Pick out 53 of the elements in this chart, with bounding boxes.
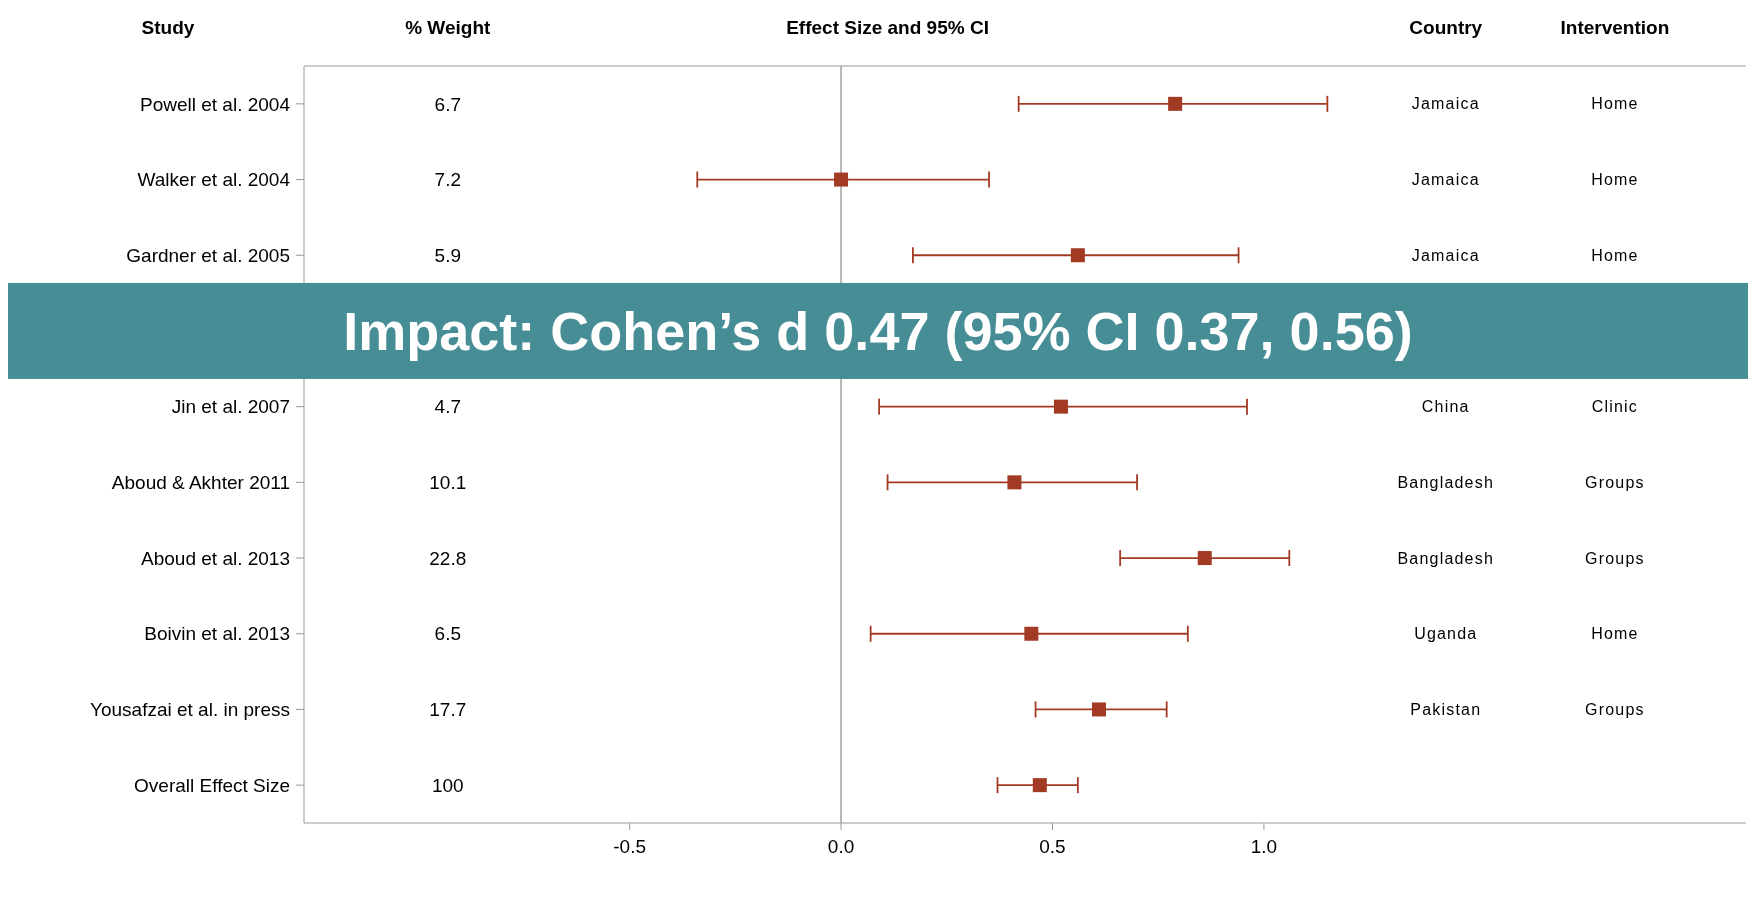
annotation: 6.7 [434,93,461,115]
annotation: 17.7 [429,699,467,721]
point [1070,248,1085,263]
text: % Weight [405,17,492,38]
annotation: Groups [1585,549,1645,567]
annotation: Jamaica [1411,171,1480,189]
y-tick-label: Overall Effect Size [134,774,290,796]
y-tick-label: Aboud et al. 2013 [141,547,290,569]
annotation: Jamaica [1411,246,1480,264]
annotation: Groups [1585,473,1645,491]
annotation: Home [1591,95,1639,113]
point [1007,475,1022,490]
y-tick-label: Jin et al. 2007 [171,396,290,418]
point [834,172,849,187]
annotation: Groups [1585,701,1645,719]
x-tick-label: 0.5 [1039,836,1066,857]
y-tick-label: Walker et al. 2004 [137,169,291,191]
x-tick-label: -0.5 [613,836,646,857]
text: Country [1409,17,1483,38]
y-tick-label: Yousafzai et al. in press [90,699,290,721]
annotation: 100 [431,774,464,796]
x-tick-label: 0.0 [827,836,855,857]
annotation: Bangladesh [1397,549,1495,567]
y-tick-label: Aboud & Akhter 2011 [111,472,290,493]
y-tick-label: Boivin et al. 2013 [144,623,290,645]
point [1053,399,1068,414]
annotation: 4.7 [434,396,461,418]
annotation: 22.8 [429,547,467,569]
annotation: 6.5 [434,623,461,645]
annotation: Jamaica [1411,95,1480,113]
point [1092,702,1106,717]
y-tick-label: Powell et al. 2004 [140,93,291,115]
annotation: 5.9 [434,244,461,266]
annotation: 10.1 [429,472,467,493]
annotation: Home [1591,625,1639,643]
annotation: Impact: Cohen’s d 0.47 (95% CI 0.37, 0.56) [343,301,1413,362]
point [1197,551,1212,566]
point [1168,96,1183,111]
annotation: Home [1591,246,1639,264]
y-axis-title: Study [141,17,195,38]
annotation: Bangladesh [1397,473,1495,491]
chart-title: Effect Size and 95% CI [786,17,989,38]
point [1032,778,1047,793]
y-tick-label: Gardner et al. 2005 [126,244,290,266]
annotation: China [1421,398,1470,416]
text: Intervention [1560,17,1670,38]
annotation: Pakistan [1410,701,1482,719]
annotation: 7.2 [434,169,461,191]
point [1024,626,1039,641]
x-tick-label: 1.0 [1250,836,1278,857]
annotation: Uganda [1414,625,1478,643]
annotation: Clinic [1591,398,1639,416]
annotation: Home [1591,171,1639,189]
